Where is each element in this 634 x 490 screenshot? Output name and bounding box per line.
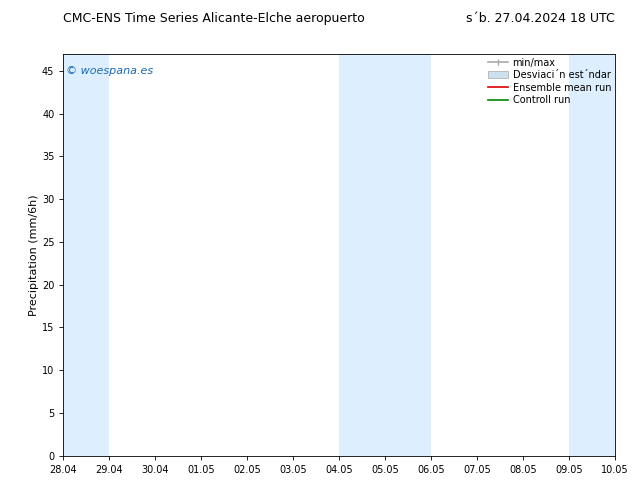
Bar: [569, 54, 615, 456]
Bar: [63, 54, 110, 456]
Legend: min/max, Desviaci´n est´ndar, Ensemble mean run, Controll run: min/max, Desviaci´n est´ndar, Ensemble m…: [486, 56, 613, 107]
Y-axis label: Precipitation (mm/6h): Precipitation (mm/6h): [29, 194, 39, 316]
Text: © woespana.es: © woespana.es: [66, 66, 153, 76]
Text: CMC-ENS Time Series Alicante-Elche aeropuerto: CMC-ENS Time Series Alicante-Elche aerop…: [63, 12, 365, 25]
Text: s´b. 27.04.2024 18 UTC: s´b. 27.04.2024 18 UTC: [466, 12, 615, 25]
Bar: [339, 54, 431, 456]
